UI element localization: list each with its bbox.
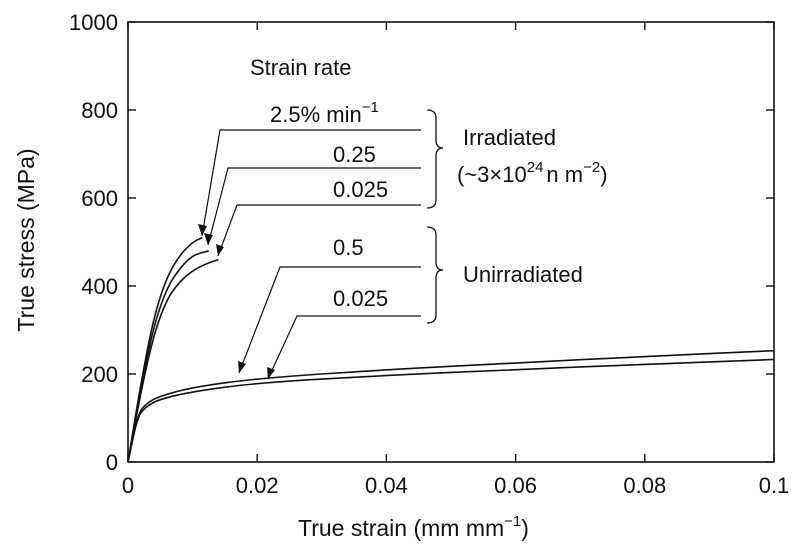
y-tick-label: 400 bbox=[81, 274, 118, 299]
arrowhead-0-5 bbox=[238, 361, 246, 373]
irradiated-brace bbox=[426, 109, 444, 209]
axis-titles: True strain (mm mm−1) True stress (MPa) bbox=[13, 148, 529, 541]
y-tick-label: 0 bbox=[106, 450, 118, 475]
x-tick-label: 0 bbox=[122, 473, 134, 498]
leader-0-5 bbox=[238, 266, 421, 374]
plot-frame bbox=[127, 21, 775, 463]
y-axis-title: True stress (MPa) bbox=[13, 148, 39, 331]
arrowhead-0-025-irr bbox=[216, 244, 224, 256]
rate-label-0-025-irr: 0.025 bbox=[333, 177, 388, 202]
arrowhead-0-025-unirr bbox=[267, 367, 275, 379]
series-layer bbox=[127, 236, 775, 463]
unirradiated-brace bbox=[426, 226, 444, 324]
axes bbox=[127, 21, 775, 463]
series-curve-unirradiated-3 bbox=[127, 349, 775, 463]
leader-0-25 bbox=[207, 167, 421, 246]
arrowhead-0-25 bbox=[204, 233, 213, 245]
y-tick-label: 600 bbox=[81, 186, 118, 211]
x-tick-label: 0.02 bbox=[236, 473, 279, 498]
strain-rate-heading: Strain rate bbox=[250, 55, 352, 80]
arrowhead-2-5 bbox=[198, 224, 207, 236]
x-tick-label: 0.1 bbox=[759, 473, 790, 498]
y-tick-label: 200 bbox=[81, 362, 118, 387]
leader-0-025-irr bbox=[217, 204, 421, 257]
irradiated-fluence: (~3×1024 n m−2) bbox=[457, 159, 608, 187]
x-tick-label: 0.06 bbox=[494, 473, 537, 498]
leader-2-5 bbox=[201, 129, 421, 237]
x-tick-label: 0.08 bbox=[623, 473, 666, 498]
x-axis-title: True strain (mm mm−1) bbox=[298, 513, 529, 541]
series-curve-irradiated-1 bbox=[127, 250, 209, 463]
rate-label-0-25: 0.25 bbox=[333, 142, 376, 167]
series-curve-unirradiated-4 bbox=[127, 358, 775, 463]
fluence-exp: 24 bbox=[527, 159, 544, 176]
rate-label-2-5: 2.5% min−1 bbox=[270, 99, 379, 127]
x-axis-title-sup: −1 bbox=[504, 513, 521, 530]
x-axis-title-main: True strain (mm mm bbox=[298, 515, 504, 541]
fluence-unit: n m bbox=[546, 162, 583, 187]
rate-label-2-5-sup: −1 bbox=[362, 99, 379, 116]
unirradiated-label: Unirradiated bbox=[463, 262, 583, 287]
x-axis-title-close: ) bbox=[521, 515, 529, 541]
y-tick-label: 800 bbox=[81, 98, 118, 123]
fluence-close: ) bbox=[600, 162, 607, 187]
rate-label-2-5-main: 2.5% min bbox=[270, 102, 362, 127]
y-tick-label: 1000 bbox=[69, 10, 118, 35]
leader-0-025-unirr bbox=[267, 315, 421, 380]
fluence-unit-exp: −2 bbox=[583, 159, 600, 176]
annotation-layer: Strain rate 2.5% min−1 0.25 0.025 0.5 0.… bbox=[198, 55, 608, 380]
ticks: 0 0.02 0.04 0.06 0.08 0.1 0 200 400 600 800 1000 bbox=[69, 10, 789, 498]
rate-label-0-025-unirr: 0.025 bbox=[333, 286, 388, 311]
rate-label-0-5: 0.5 bbox=[333, 235, 364, 260]
series-curve-irradiated-2 bbox=[127, 258, 219, 463]
x-tick-label: 0.04 bbox=[365, 473, 408, 498]
fluence-base: (~3×10 bbox=[457, 162, 527, 187]
irradiated-label: Irradiated bbox=[463, 125, 556, 150]
